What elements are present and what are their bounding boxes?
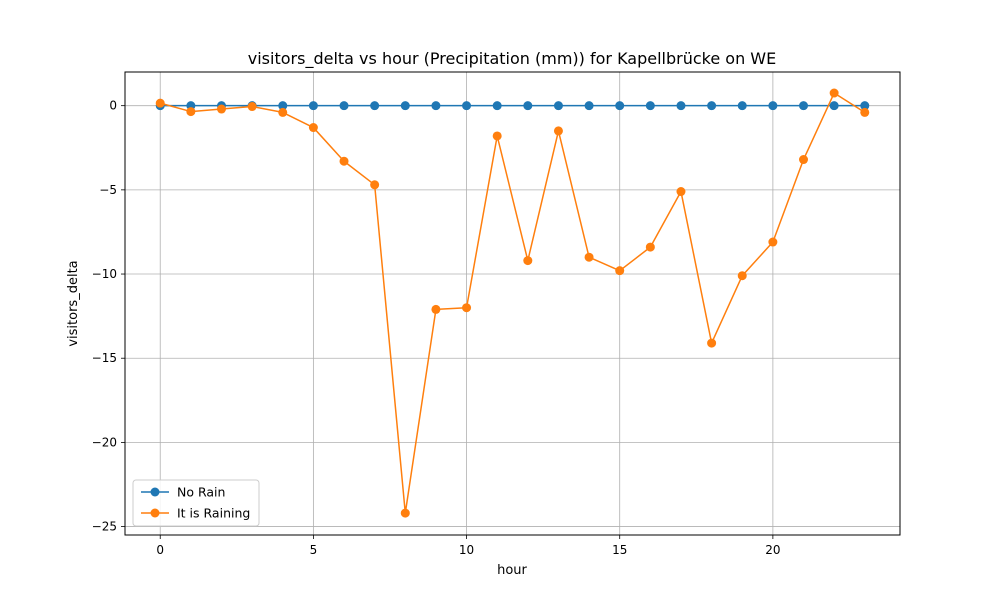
y-tick-label: −25 — [92, 520, 117, 534]
y-tick-label: −15 — [92, 351, 117, 365]
x-tick-label: 5 — [310, 543, 318, 557]
legend-swatch-marker — [150, 508, 160, 518]
ticks: 0 5 10 15 20 0 −5 −10 −15 −20 −25 — [92, 99, 781, 557]
data-point — [278, 101, 288, 111]
data-point — [645, 242, 655, 252]
legend-label: No Rain — [177, 485, 225, 500]
data-point — [645, 101, 655, 111]
data-point — [400, 508, 410, 518]
data-point — [308, 101, 318, 111]
x-tick-label: 20 — [765, 543, 780, 557]
x-tick-label: 10 — [459, 543, 474, 557]
data-point — [247, 102, 257, 112]
data-point — [370, 180, 380, 190]
legend-swatch-marker — [150, 487, 160, 497]
data-point — [584, 252, 594, 262]
x-axis-label: hour — [497, 563, 527, 578]
legend: No Rain It is Raining — [132, 479, 260, 527]
data-point — [707, 101, 717, 111]
data-point — [155, 98, 165, 108]
chart-title: visitors_delta vs hour (Precipitation (m… — [248, 49, 776, 69]
data-point — [462, 303, 472, 313]
y-tick-label: 0 — [109, 99, 117, 113]
series-line-raining — [160, 92, 866, 514]
data-point — [370, 101, 380, 111]
data-point — [400, 101, 410, 111]
y-tick-label: −5 — [99, 183, 117, 197]
series-group — [155, 88, 870, 518]
data-point — [523, 101, 533, 111]
y-tick-label: −10 — [92, 267, 117, 281]
data-point — [737, 101, 747, 111]
data-point — [431, 304, 441, 314]
data-point — [278, 107, 288, 117]
data-point — [860, 101, 870, 111]
data-point — [492, 131, 502, 141]
data-point — [523, 256, 533, 266]
data-point — [339, 156, 349, 166]
data-point — [462, 101, 472, 111]
data-point — [431, 101, 441, 111]
data-point — [308, 123, 318, 133]
data-point — [339, 101, 349, 111]
data-point — [768, 101, 778, 111]
data-point — [737, 271, 747, 281]
data-point — [676, 101, 686, 111]
data-point — [615, 101, 625, 111]
data-point — [829, 101, 839, 111]
data-point — [799, 155, 809, 165]
x-tick-label: 15 — [612, 543, 627, 557]
data-point — [615, 266, 625, 276]
plot-frame — [124, 71, 901, 536]
data-point — [707, 338, 717, 348]
data-point — [216, 104, 226, 114]
data-point — [768, 237, 778, 247]
data-point — [860, 107, 870, 117]
data-point — [186, 107, 196, 117]
data-point — [676, 187, 686, 197]
data-point — [553, 101, 563, 111]
y-axis-label: visitors_delta — [66, 260, 81, 346]
data-point — [492, 101, 502, 111]
y-tick-label: −20 — [92, 435, 117, 449]
data-point — [829, 88, 839, 98]
data-point — [799, 101, 809, 111]
data-point — [584, 101, 594, 111]
data-point — [553, 126, 563, 136]
legend-label: It is Raining — [177, 506, 250, 521]
x-tick-label: 0 — [156, 543, 164, 557]
